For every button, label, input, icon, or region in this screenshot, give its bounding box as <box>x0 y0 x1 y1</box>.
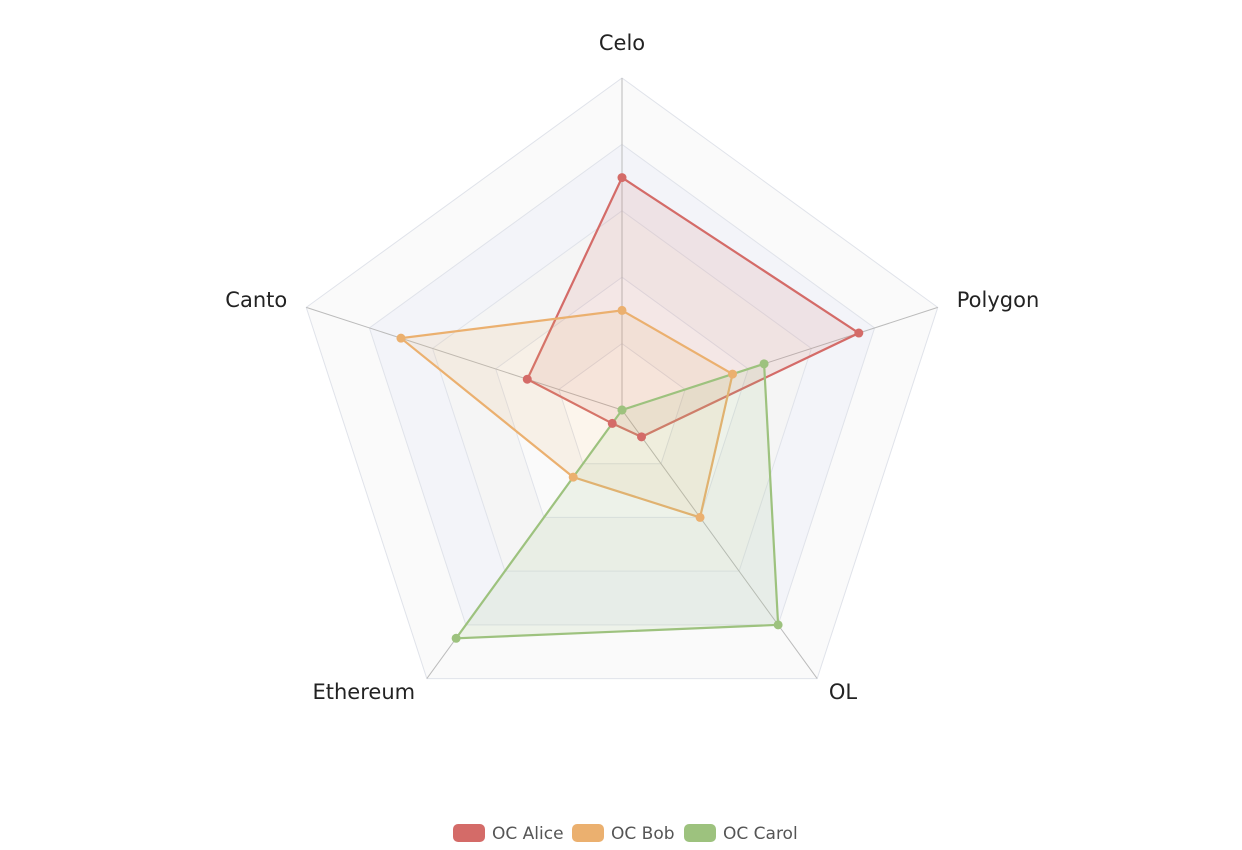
indicator-label: Canto <box>225 288 287 312</box>
legend-swatch <box>453 824 485 842</box>
indicator-label: Polygon <box>957 288 1040 312</box>
data-point <box>617 173 627 183</box>
data-point <box>396 333 406 343</box>
indicator-label: Celo <box>599 31 645 55</box>
data-point <box>451 633 461 643</box>
legend-label: OC Bob <box>611 824 675 844</box>
legend: OC Alice OC Bob OC Carol <box>453 824 798 844</box>
grid-ring <box>431 210 813 572</box>
series <box>396 173 864 643</box>
data-point <box>854 328 864 338</box>
grid-ring <box>368 143 876 626</box>
legend-label: OC Carol <box>723 824 798 844</box>
axis-line <box>306 306 623 411</box>
grid-ring <box>558 342 686 465</box>
series-area <box>525 175 862 439</box>
grid-ring <box>305 77 939 680</box>
indicator-label: Ethereum <box>313 680 416 704</box>
data-point <box>728 369 738 379</box>
legend-swatch <box>572 824 604 842</box>
legend-label: OC Alice <box>492 824 564 844</box>
indicator-label: OL <box>829 680 858 704</box>
data-point <box>617 405 627 415</box>
legend-swatch <box>684 824 716 842</box>
axis-line <box>621 409 818 679</box>
data-point <box>522 374 532 384</box>
data-point <box>568 472 578 482</box>
data-point <box>759 359 769 369</box>
series-area <box>398 309 734 519</box>
data-point <box>637 432 647 442</box>
data-point <box>607 418 617 428</box>
indicator-labels: Celo Polygon OL Ethereum Canto <box>225 31 1039 704</box>
data-point <box>695 512 705 522</box>
data-point <box>773 620 783 630</box>
data-point <box>617 305 627 315</box>
grid-ring <box>495 276 749 518</box>
